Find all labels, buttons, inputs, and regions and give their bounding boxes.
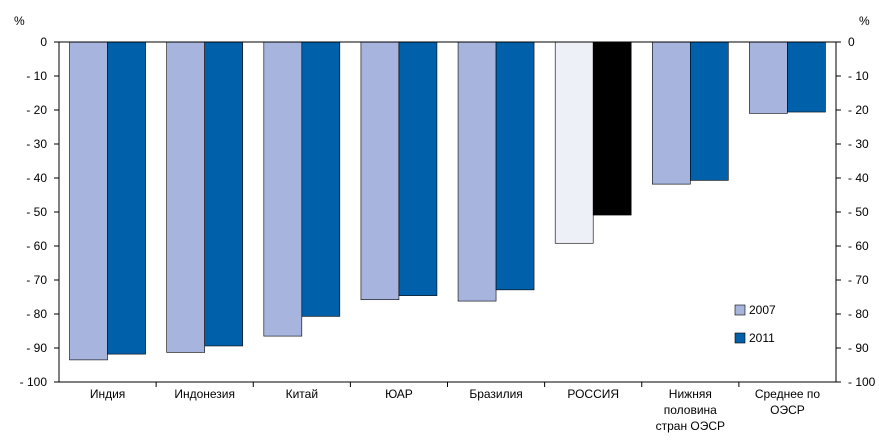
bar-group: [69, 41, 826, 387]
bar-2011: [592, 41, 632, 216]
bar-2007: [360, 41, 400, 301]
y-tick-label-left: - 10: [26, 69, 47, 83]
y-axis-left: 0 - 10 - 20 - 30 - 40 - 50 - 60 - 70 - 80 - 90 - 1…: [20, 35, 59, 389]
x-tick-label: Бразилия: [469, 387, 523, 401]
y-unit-right: %: [859, 14, 870, 28]
y-tick-label-right: 0: [848, 35, 855, 49]
bar-2011: [107, 41, 146, 355]
bar-2007: [457, 41, 497, 302]
x-tick-label: РОССИЯ: [567, 387, 619, 401]
x-tick-label: Нижняя: [669, 387, 712, 401]
y-tick-label-right: - 90: [848, 341, 869, 355]
bar-2011: [204, 41, 243, 347]
y-tick-label-left: - 50: [26, 205, 47, 219]
x-tick-label: Китай: [286, 387, 318, 401]
bar-2011: [495, 41, 535, 291]
y-tick-label-left: - 70: [26, 273, 47, 287]
y-tick-label-left: - 20: [26, 103, 47, 117]
y-tick-label-left: - 60: [26, 239, 47, 253]
bar-2007: [749, 41, 788, 114]
x-tick-label: Индонезия: [174, 387, 235, 401]
y-tick-label-right: - 50: [848, 205, 869, 219]
y-tick-label-right: - 100: [848, 375, 876, 389]
legend-swatch-2007: [734, 304, 746, 316]
bar-2011: [787, 41, 826, 113]
plot-frame: [58, 41, 837, 383]
legend-swatch-2011: [734, 332, 746, 344]
x-tick-label: стран ОЭСР: [656, 419, 725, 433]
x-axis-labels: Индия Индонезия Китай ЮАР Бразилия РОССИЯ Нижн…: [90, 387, 821, 433]
y-tick-label-right: - 40: [848, 171, 869, 185]
bar-2007: [652, 41, 691, 185]
bar-2007: [69, 41, 108, 361]
y-tick-label-left: - 80: [26, 307, 47, 321]
y-tick-label-right: - 80: [848, 307, 869, 321]
x-tick-label: Индия: [90, 387, 125, 401]
x-tick-label: ЮАР: [385, 387, 413, 401]
legend-label-2007: 2007: [749, 303, 776, 317]
y-tick-label-left: 0: [40, 35, 47, 49]
legend: 2007 2011: [734, 303, 776, 345]
bar-2007: [166, 41, 205, 353]
legend-label-2011: 2011: [749, 331, 775, 345]
y-tick-label-left: - 40: [26, 171, 47, 185]
y-tick-label-right: - 20: [848, 103, 869, 117]
bar-2011: [690, 41, 729, 181]
bar-2011: [398, 41, 438, 296]
bar-2007: [263, 41, 303, 337]
y-tick-label-right: - 70: [848, 273, 869, 287]
y-tick-label-left: - 90: [26, 341, 47, 355]
y-tick-label-left: - 100: [20, 375, 48, 389]
y-tick-label-left: - 30: [26, 137, 47, 151]
y-unit-left: %: [14, 14, 25, 28]
bar-2011: [301, 41, 341, 317]
y-tick-label-right: - 10: [848, 69, 869, 83]
bar-2007: [554, 41, 594, 244]
y-tick-label-right: - 30: [848, 137, 869, 151]
y-tick-label-right: - 60: [848, 239, 869, 253]
x-tick-label: Среднее по: [755, 387, 821, 401]
x-tick-label: ОЭСР: [770, 403, 805, 417]
y-axis-right: 0 - 10 - 20 - 30 - 40 - 50 - 60 - 70 - 80 - 90 - 1…: [836, 35, 876, 389]
x-tick-label: половина: [664, 403, 717, 417]
